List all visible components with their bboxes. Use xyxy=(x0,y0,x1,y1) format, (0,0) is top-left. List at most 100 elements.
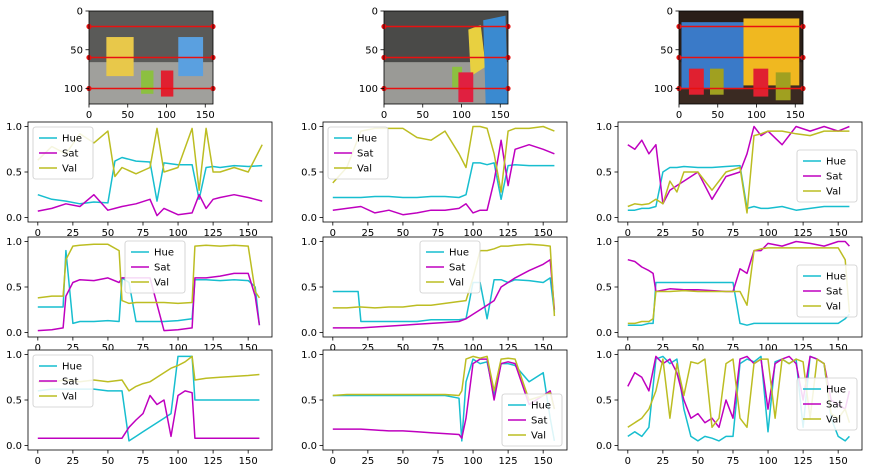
y-tick-label: 0.5 xyxy=(596,168,612,179)
series-line-sat xyxy=(37,390,260,439)
image-panel-1: 0 50 100 150 0 50 100 xyxy=(64,7,216,121)
legend-label-val: Val xyxy=(449,278,464,289)
x-tick-label: 0 xyxy=(35,228,41,239)
legend-label-sat: Sat xyxy=(531,416,547,427)
x-tick-label: 0 xyxy=(330,343,336,354)
x-tick-label: 100 xyxy=(758,228,777,239)
legend-label-val: Val xyxy=(154,278,169,289)
x-tick-label: 100 xyxy=(758,343,777,354)
legend-label-val: Val xyxy=(62,164,77,175)
x-tick-label: 75 xyxy=(432,228,445,239)
series-line-val xyxy=(332,355,556,410)
x-tick-label: 50 xyxy=(692,456,705,467)
scene-red-can xyxy=(458,72,474,103)
legend: Hue Sat Val xyxy=(124,240,186,294)
legend: Hue Sat Val xyxy=(32,126,94,180)
legend: Hue Sat Val xyxy=(32,354,94,408)
x-tick-label: 75 xyxy=(727,343,740,354)
y-tick-label: 1.0 xyxy=(6,122,22,133)
series-line-hue xyxy=(627,164,850,211)
x-tick-label: 0 xyxy=(625,456,631,467)
legend-box xyxy=(796,149,858,203)
legend-label-val: Val xyxy=(62,392,77,403)
y-tick-label: 100 xyxy=(654,84,673,95)
y-tick-label: 0.5 xyxy=(301,283,317,294)
y-tick-label: 0.0 xyxy=(596,328,612,339)
x-tick-label: 150 xyxy=(239,343,258,354)
x-tick-label: 0 xyxy=(35,456,41,467)
series-line-sat xyxy=(627,355,851,429)
legend-label-val: Val xyxy=(826,187,841,198)
series-line-val xyxy=(627,130,850,214)
scene-blue-object xyxy=(483,15,508,104)
x-tick-label: 150 xyxy=(239,228,258,239)
x-tick-label: 25 xyxy=(67,228,80,239)
legend: Hue Sat Val xyxy=(419,240,481,294)
series-line-val xyxy=(37,243,261,305)
x-tick-label: 100 xyxy=(452,110,471,121)
series-line-val xyxy=(332,243,556,317)
y-tick-label: 1.0 xyxy=(596,122,612,133)
x-tick-label: 125 xyxy=(204,343,223,354)
x-tick-label: 0 xyxy=(35,343,41,354)
legend: Hue Sat Val xyxy=(796,264,858,318)
x-tick-label: 25 xyxy=(657,228,670,239)
x-tick-label: 75 xyxy=(137,228,150,239)
scene-green-can xyxy=(452,66,463,88)
x-tick-label: 75 xyxy=(432,456,445,467)
x-tick-label: 25 xyxy=(657,456,670,467)
x-tick-label: 25 xyxy=(362,228,375,239)
y-tick-label: 50 xyxy=(70,45,83,56)
x-tick-label: 75 xyxy=(432,343,445,354)
y-tick-label: 0.0 xyxy=(6,213,22,224)
x-tick-label: 125 xyxy=(499,228,518,239)
x-tick-label: 150 xyxy=(196,110,215,121)
y-tick-label: 0.0 xyxy=(301,441,317,452)
legend: Hue Sat Val xyxy=(796,149,858,203)
x-tick-label: 150 xyxy=(534,228,553,239)
x-tick-label: 50 xyxy=(692,228,705,239)
x-tick-label: 0 xyxy=(86,110,92,121)
legend-label-val: Val xyxy=(531,431,546,442)
line-plot-5: 0 25 50 75 100 125 150 0.0 0.5 1.0 Hue Sat Val xyxy=(301,236,568,354)
series-line-sat xyxy=(627,125,850,205)
legend-box xyxy=(501,393,563,447)
x-tick-label: 0 xyxy=(381,110,387,121)
x-tick-label: 50 xyxy=(397,343,410,354)
legend-label-val: Val xyxy=(826,415,841,426)
y-tick-label: 1.0 xyxy=(6,350,22,361)
series-line-sat xyxy=(332,139,555,216)
x-tick-label: 75 xyxy=(727,456,740,467)
x-tick-label: 100 xyxy=(157,110,176,121)
legend-label-hue: Hue xyxy=(357,134,377,145)
y-tick-label: 1.0 xyxy=(301,122,317,133)
y-tick-label: 1.0 xyxy=(596,350,612,361)
x-tick-label: 0 xyxy=(676,110,682,121)
legend: Hue Sat Val xyxy=(501,393,563,447)
y-tick-label: 50 xyxy=(660,45,673,56)
legend-label-hue: Hue xyxy=(62,362,82,373)
x-tick-label: 25 xyxy=(362,343,375,354)
series-line-sat xyxy=(332,358,556,439)
legend-label-hue: Hue xyxy=(826,272,846,283)
x-tick-label: 0 xyxy=(330,456,336,467)
scene-yellow-object xyxy=(468,24,486,77)
legend-label-val: Val xyxy=(357,164,372,175)
legend-box xyxy=(327,126,389,180)
x-tick-label: 150 xyxy=(491,110,510,121)
y-tick-label: 0.0 xyxy=(596,441,612,452)
legend-label-sat: Sat xyxy=(826,287,842,298)
x-tick-label: 100 xyxy=(463,343,482,354)
legend-label-hue: Hue xyxy=(62,134,82,145)
x-tick-label: 125 xyxy=(204,228,223,239)
legend-box xyxy=(796,377,858,431)
x-tick-label: 25 xyxy=(67,343,80,354)
x-tick-label: 0 xyxy=(330,228,336,239)
image-panel-3: 0 50 100 150 0 50 100 xyxy=(654,7,806,121)
legend-label-sat: Sat xyxy=(62,377,78,388)
series-line-sat xyxy=(627,240,850,293)
y-tick-label: 0.5 xyxy=(6,168,22,179)
image-frame xyxy=(383,10,509,105)
line-plot-8: 0 25 50 75 100 125 150 0.0 0.5 1.0 Hue Sat Val xyxy=(301,349,568,467)
x-tick-label: 150 xyxy=(534,456,553,467)
